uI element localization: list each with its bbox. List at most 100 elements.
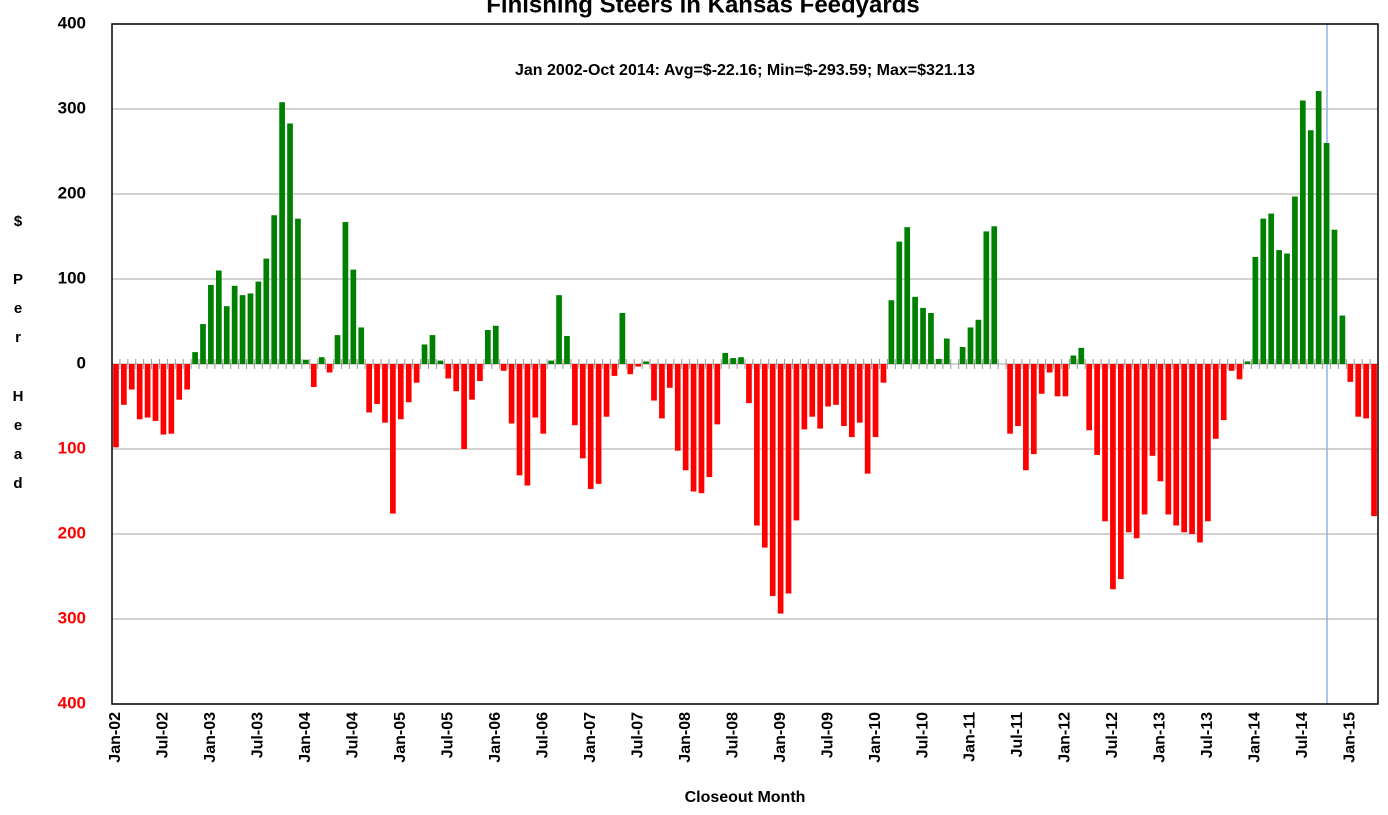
bar	[121, 364, 127, 405]
bar	[390, 364, 396, 514]
bar	[1331, 229, 1338, 364]
bar	[1252, 256, 1259, 364]
bar	[1125, 364, 1132, 533]
bar	[579, 364, 586, 459]
bar	[848, 364, 855, 438]
x-tick-label: Jan-13	[1152, 712, 1169, 763]
bar	[611, 364, 618, 376]
bar	[1228, 364, 1235, 371]
bar	[279, 102, 285, 364]
bar	[1307, 130, 1314, 364]
bar	[936, 358, 942, 364]
bar	[1133, 364, 1140, 539]
bar	[833, 364, 839, 405]
bar	[619, 313, 626, 364]
bar	[801, 364, 808, 430]
bar	[215, 270, 222, 364]
bar	[825, 364, 831, 407]
bar	[263, 258, 270, 364]
bar	[666, 364, 673, 388]
bar	[548, 360, 554, 364]
bar	[160, 364, 167, 435]
x-tick-label: Jan-15	[1342, 712, 1359, 763]
y-tick-label: 400	[58, 693, 86, 712]
bar	[437, 360, 444, 364]
bar	[113, 364, 119, 448]
bar	[413, 364, 420, 383]
bar	[184, 364, 191, 390]
bar	[168, 364, 175, 434]
bar	[524, 364, 531, 486]
bar	[603, 364, 610, 417]
bar	[872, 364, 879, 438]
x-tick-label: Jul-03	[250, 712, 267, 758]
bar	[682, 364, 689, 471]
bar	[484, 330, 491, 364]
bar	[896, 241, 903, 364]
bar	[200, 324, 206, 364]
bar	[295, 218, 301, 364]
bar	[1054, 364, 1061, 397]
bar	[880, 364, 887, 383]
bar	[540, 364, 547, 434]
y-axis-label: P	[13, 271, 23, 288]
bar	[967, 327, 974, 364]
x-tick-label: Jul-13	[1199, 712, 1216, 758]
x-tick-label: Jul-09	[819, 712, 836, 758]
bar	[1244, 361, 1251, 364]
bar	[1117, 364, 1124, 580]
bar	[572, 364, 578, 426]
bar	[1323, 143, 1330, 364]
bar	[730, 358, 736, 364]
bar	[1197, 364, 1203, 543]
bar	[1070, 355, 1077, 364]
bar	[904, 227, 911, 364]
bar	[310, 364, 317, 387]
bar	[453, 364, 460, 392]
y-tick-label: 100	[58, 268, 86, 287]
y-axis-label: r	[15, 329, 21, 346]
bar	[1062, 364, 1069, 397]
bar	[769, 364, 776, 597]
bar	[1110, 364, 1116, 590]
bar	[1299, 100, 1306, 364]
x-tick-label: Jan-06	[487, 712, 504, 763]
bar	[912, 296, 918, 364]
bar	[864, 364, 871, 474]
bar	[690, 364, 697, 492]
bar	[223, 306, 230, 364]
bar	[176, 364, 183, 400]
plot-frame	[111, 23, 1379, 705]
bar	[461, 364, 467, 449]
bar	[1094, 364, 1100, 455]
bar	[382, 364, 388, 423]
x-tick-label: Jan-14	[1247, 712, 1264, 763]
bar	[208, 284, 214, 364]
bar	[1149, 364, 1156, 456]
bar	[231, 285, 238, 364]
y-tick-label: 100	[58, 438, 86, 457]
bar	[1355, 364, 1362, 417]
bar	[1015, 364, 1021, 427]
bar	[1220, 364, 1227, 421]
bar	[1030, 364, 1037, 455]
chart-title: Finishing Steers in Kansas Feedyards	[486, 0, 919, 18]
bar	[1157, 364, 1164, 482]
bar	[287, 123, 293, 364]
x-axis-label: Closeout Month	[685, 789, 806, 806]
bar	[421, 344, 428, 364]
bar	[975, 319, 982, 364]
x-tick-label: Jan-07	[582, 712, 599, 763]
bar	[152, 364, 159, 421]
y-axis-label: e	[14, 417, 22, 434]
bar	[397, 364, 404, 420]
bar	[1181, 364, 1187, 533]
y-axis-label: a	[14, 446, 23, 463]
bar	[255, 281, 262, 364]
bar	[445, 364, 452, 379]
bar	[326, 364, 333, 373]
y-tick-label: 200	[58, 183, 86, 202]
bar	[888, 300, 895, 364]
y-tick-label: 0	[77, 353, 86, 372]
y-tick-label: 300	[58, 98, 86, 117]
